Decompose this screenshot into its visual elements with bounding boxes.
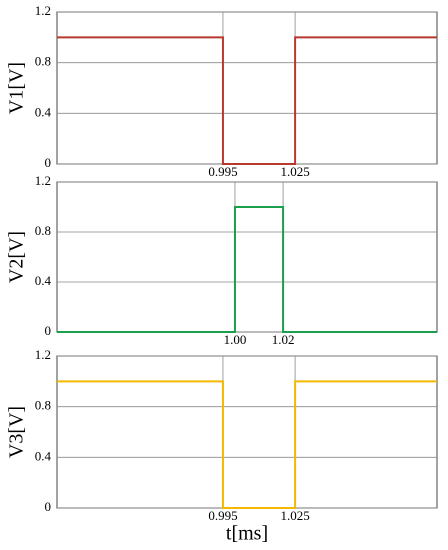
y-tick-label: 0.4	[35, 273, 52, 288]
y-tick-label: 1.2	[35, 347, 51, 362]
y-tick-label: 0.8	[35, 54, 51, 69]
plot-frame	[56, 181, 438, 333]
y-tick-label: 0.8	[35, 223, 51, 238]
y-tick-label: 0.4	[35, 448, 52, 463]
y-tick-label: 1.2	[35, 3, 51, 18]
x-tick-label: 1.02	[272, 332, 295, 347]
plot-frame	[56, 355, 438, 509]
x-tick-label: 0.995	[208, 508, 237, 523]
x-tick-label: 1.025	[280, 164, 309, 179]
y-axis-label: V3[V]	[6, 406, 28, 458]
y-axis-label: V2[V]	[6, 231, 28, 283]
y-tick-label: 1.2	[35, 173, 51, 188]
plot-frame	[56, 11, 438, 165]
signal-line	[57, 206, 437, 333]
y-tick-label: 0	[45, 499, 52, 514]
y-tick-label: 0.8	[35, 398, 51, 413]
y-tick-label: 0	[45, 155, 52, 170]
y-tick-label: 0.4	[35, 104, 52, 119]
x-tick-label: 1.00	[224, 332, 247, 347]
x-tick-label: 0.995	[208, 164, 237, 179]
y-tick-label: 0	[45, 323, 52, 338]
signal-line	[57, 36, 437, 165]
x-axis-label: t[ms]	[226, 523, 268, 545]
y-axis-label: V1[V]	[6, 62, 28, 114]
x-tick-label: 1.025	[280, 508, 309, 523]
signal-line	[57, 380, 437, 509]
